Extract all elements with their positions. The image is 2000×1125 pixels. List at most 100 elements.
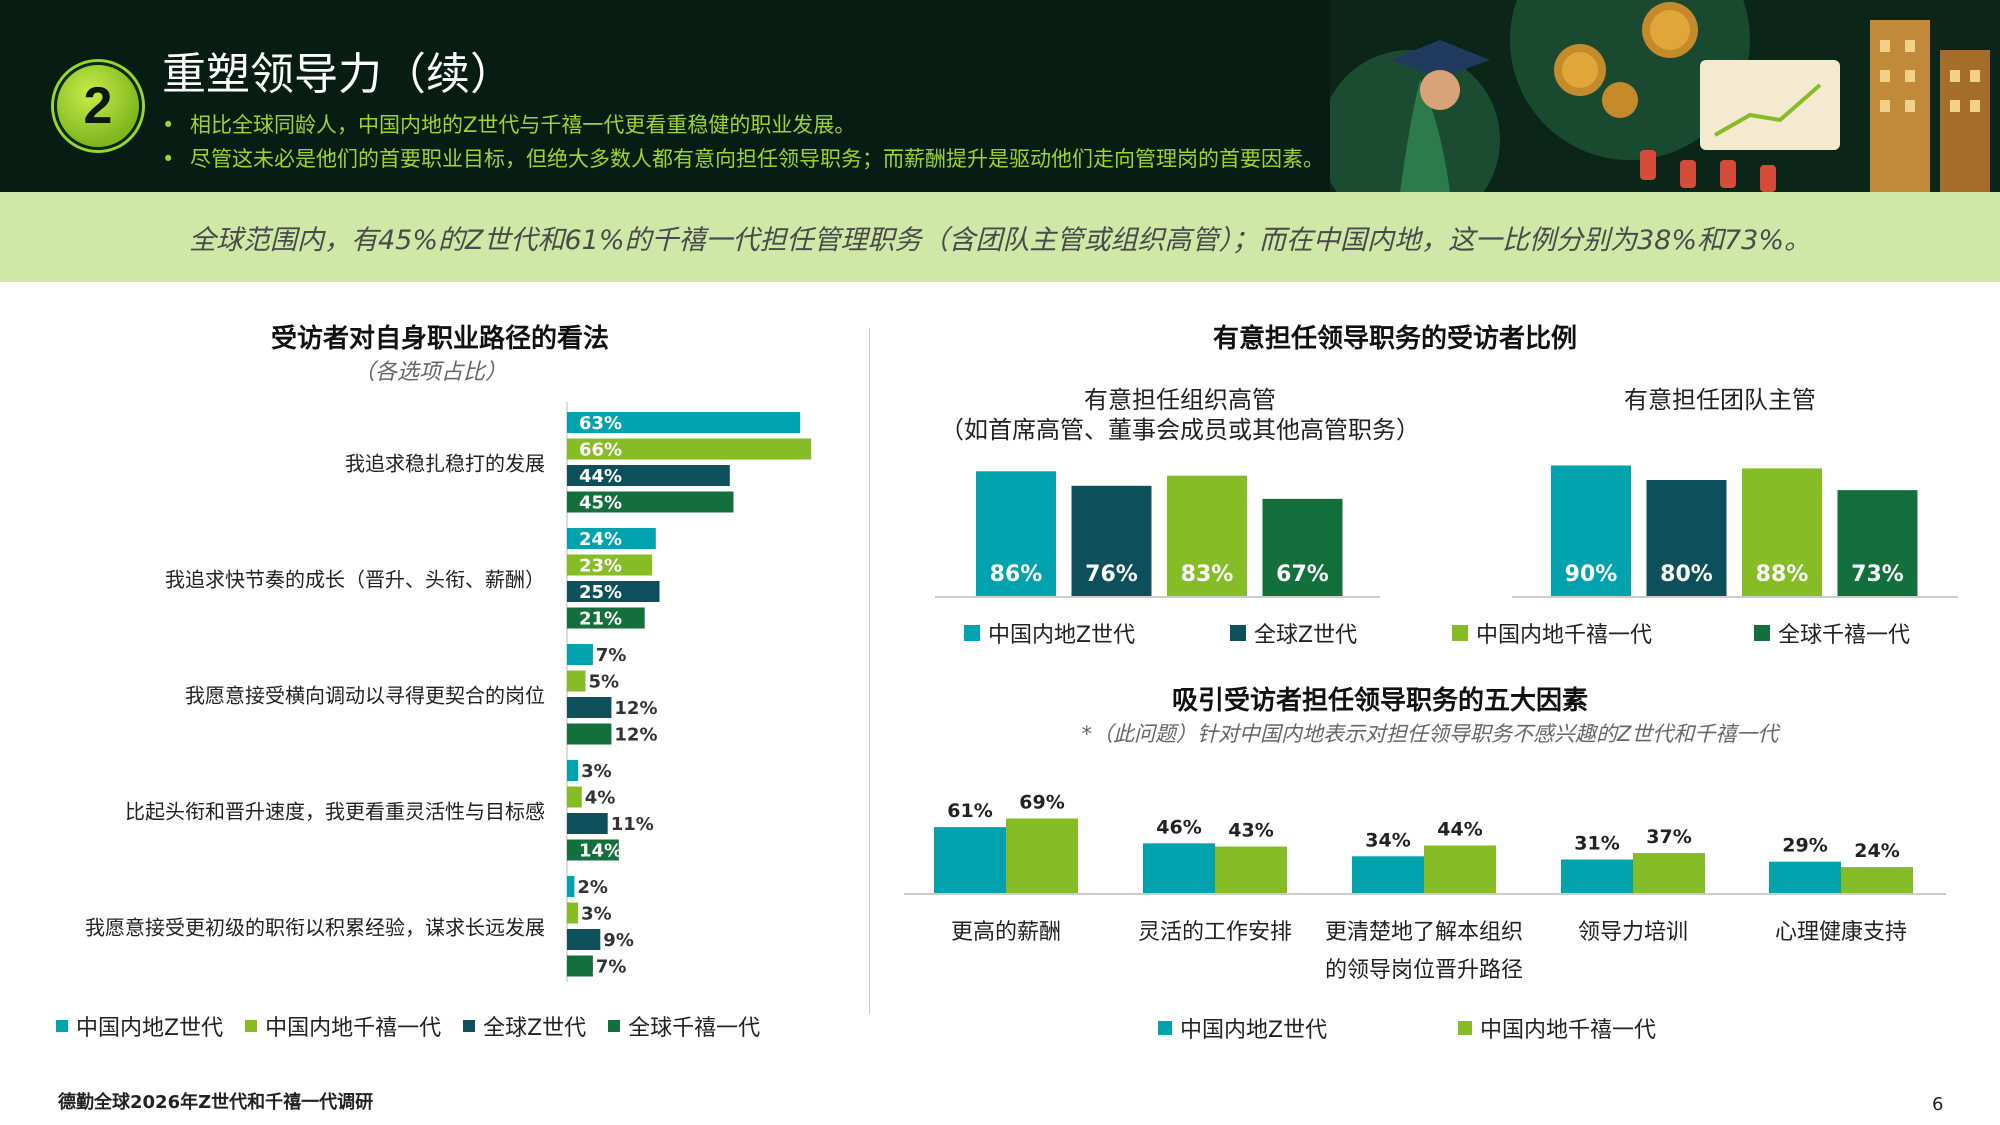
legend-swatch	[1458, 1021, 1472, 1035]
bar-value-label: 11%	[611, 814, 654, 835]
bar	[1071, 485, 1152, 596]
legend-swatch	[1754, 625, 1770, 641]
legend-swatch	[56, 1020, 68, 1032]
leadership-intent-chart-title: 有意担任领导职务的受访者比例	[1212, 324, 1577, 354]
category-label: 心理健康支持	[1775, 920, 1907, 945]
bar	[567, 902, 579, 924]
bar-value-label: 90%	[1565, 562, 1618, 587]
bar-value-label: 4%	[585, 788, 616, 809]
bar	[1352, 856, 1424, 893]
legend-label: 中国内地千禧一代	[1476, 623, 1653, 648]
bar	[934, 827, 1006, 893]
legend-label: 中国内地千禧一代	[1480, 1018, 1657, 1043]
bar-value-label: 3%	[581, 904, 612, 925]
bar-value-label: 24%	[1854, 840, 1899, 862]
page-title: 重塑领导力（续）	[162, 49, 514, 100]
legend-label: 全球千禧一代	[628, 1016, 761, 1041]
bar	[567, 438, 812, 460]
bar-value-label: 9%	[603, 930, 634, 951]
legend-swatch	[1230, 625, 1246, 641]
bar-value-label: 61%	[947, 800, 992, 822]
legend-item-china-millennial: 中国内地千禧一代	[245, 1010, 441, 1042]
bar-value-label: 63%	[579, 413, 622, 434]
bar	[1646, 480, 1727, 596]
bar-value-label: 7%	[596, 957, 627, 978]
legend-label: 中国内地千禧一代	[265, 1016, 442, 1041]
category-label: 更清楚地了解本组织	[1325, 920, 1523, 945]
key-finding-text: 全球范围内，有45%的Z世代和61%的千禧一代担任管理职务（含团队主管或组织高管…	[188, 225, 1812, 256]
top-factors-chart-subtitle: *（此问题）针对中国内地表示对担任领导职务不感兴趣的Z世代和千禧一代	[1081, 722, 1779, 746]
legend-item-global-millennial: 全球千禧一代	[1754, 617, 1910, 649]
bar	[567, 670, 586, 692]
bar	[567, 554, 653, 576]
bar-value-label: 43%	[1228, 820, 1273, 842]
category-label: 灵活的工作安排	[1138, 920, 1292, 945]
header-bullet: 相比全球同龄人，中国内地的Z世代与千禧一代更看重稳健的职业发展。	[162, 108, 1324, 142]
category-label: 我追求快节奏的成长（晋升、头衔、薪酬）	[165, 567, 545, 591]
legend-item-china-genz: 中国内地Z世代	[1158, 1012, 1458, 1044]
legend-item-china-genz: 中国内地Z世代	[56, 1010, 223, 1042]
category-label: 更高的薪酬	[951, 920, 1061, 945]
legend-swatch	[608, 1020, 621, 1032]
legend-label: 中国内地Z世代	[1180, 1018, 1328, 1043]
legend-swatch	[1452, 625, 1468, 641]
legend-label: 全球Z世代	[483, 1016, 587, 1041]
bar	[567, 491, 734, 513]
bar	[1143, 843, 1215, 893]
page-number: 6	[1932, 1094, 1944, 1115]
legend-label: 全球Z世代	[1254, 623, 1358, 648]
bar	[567, 465, 730, 486]
legend-label: 中国内地Z世代	[76, 1016, 224, 1041]
leadership-group-title: 有意担任组织高管 （如首席高管、董事会成员或其他高管职务）	[900, 385, 1460, 445]
key-finding-banner: 全球范围内，有45%的Z世代和61%的千禧一代担任管理职务（含团队主管或组织高管…	[0, 192, 2000, 282]
category-label: 比起头衔和晋升速度，我更看重灵活性与目标感	[125, 799, 545, 823]
bar	[567, 839, 619, 861]
bar-value-label: 24%	[579, 529, 622, 550]
bar	[567, 786, 582, 808]
category-label: 我愿意接受横向调动以寻得更契合的岗位	[185, 683, 545, 707]
bar	[1262, 498, 1343, 596]
legend-swatch	[1158, 1021, 1172, 1035]
bar-value-label: 5%	[589, 672, 620, 693]
bar-value-label: 7%	[596, 645, 627, 666]
bar	[567, 929, 601, 950]
bar-value-label: 12%	[614, 725, 657, 746]
bar-value-label: 45%	[579, 493, 622, 514]
bar-value-label: 21%	[579, 609, 622, 630]
bar-value-label: 86%	[990, 562, 1043, 587]
bar	[1167, 475, 1247, 596]
bar	[567, 412, 801, 433]
bar	[1841, 867, 1913, 893]
bar-value-label: 37%	[1646, 826, 1691, 848]
header-illustration	[1330, 0, 2000, 192]
bar	[567, 813, 608, 834]
bar-value-label: 76%	[1085, 562, 1138, 587]
legend-item-china-millennial: 中国内地千禧一代	[1458, 1012, 1656, 1044]
category-label: 的领导岗位晋升路径	[1325, 958, 1523, 983]
bar	[1837, 490, 1918, 596]
bar-value-label: 3%	[581, 761, 612, 782]
bar-value-label: 44%	[1437, 818, 1482, 840]
top-factors-chart-title: 吸引受访者担任领导职务的五大因素	[1171, 686, 1588, 716]
bar	[567, 955, 593, 977]
bar-value-label: 29%	[1782, 835, 1827, 857]
bar	[567, 697, 612, 718]
bar-value-label: 46%	[1156, 816, 1201, 838]
bar-value-label: 66%	[579, 440, 622, 461]
bar	[1633, 853, 1705, 893]
leadership-intent-chart: 86% 76% 83% 67% 90% 80% 88% 73%	[935, 465, 1958, 598]
bar	[567, 528, 656, 549]
legend-item-china-genz: 中国内地Z世代	[964, 617, 1230, 649]
bar	[1561, 859, 1633, 893]
bar-value-label: 67%	[1276, 562, 1329, 587]
bar	[567, 644, 593, 665]
group-title-line: 有意担任团队主管	[1624, 386, 1816, 414]
leadership-intent-legend: 中国内地Z世代 全球Z世代 中国内地千禧一代 全球千禧一代	[964, 617, 1910, 649]
bar-value-label: 80%	[1660, 562, 1713, 587]
section-number-badge: 2	[54, 62, 142, 150]
bar	[1006, 818, 1078, 893]
career-path-chart-subtitle: （各选项占比）	[352, 360, 507, 385]
header-bullets: 相比全球同龄人，中国内地的Z世代与千禧一代更看重稳健的职业发展。 尽管这未必是他…	[162, 108, 1324, 176]
header-bullet: 尽管这未必是他们的首要职业目标，但绝大多数人都有意向担任领导职务；而薪酬提升是驱…	[162, 142, 1324, 176]
legend-item-china-millennial: 中国内地千禧一代	[1452, 617, 1754, 649]
